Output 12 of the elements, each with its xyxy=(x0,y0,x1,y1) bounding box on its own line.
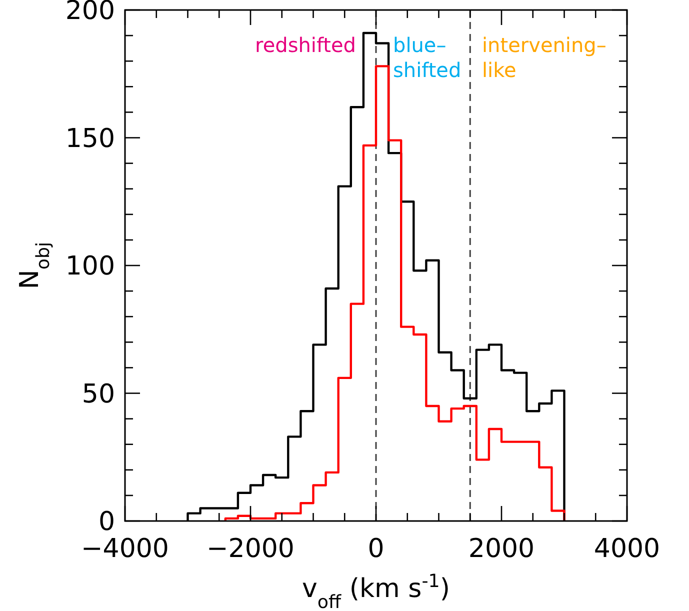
annotation: intervening– like xyxy=(482,33,606,82)
x-axis-title: v$_{off}$ (km s$^{-1}$) xyxy=(302,570,450,611)
y-tick-label: 200 xyxy=(65,0,115,26)
annotation: blue– shifted xyxy=(393,33,462,82)
x-tick-label: 2000 xyxy=(468,534,535,564)
x-tick-label: −2000 xyxy=(206,534,294,564)
y-tick-label: 100 xyxy=(65,252,115,282)
annotation: redshifted xyxy=(255,33,356,57)
y-tick-label: 50 xyxy=(82,379,115,410)
x-tick-label: 4000 xyxy=(594,534,660,564)
y-tick-label: 150 xyxy=(65,124,115,154)
x-tick-label: 0 xyxy=(368,534,384,564)
